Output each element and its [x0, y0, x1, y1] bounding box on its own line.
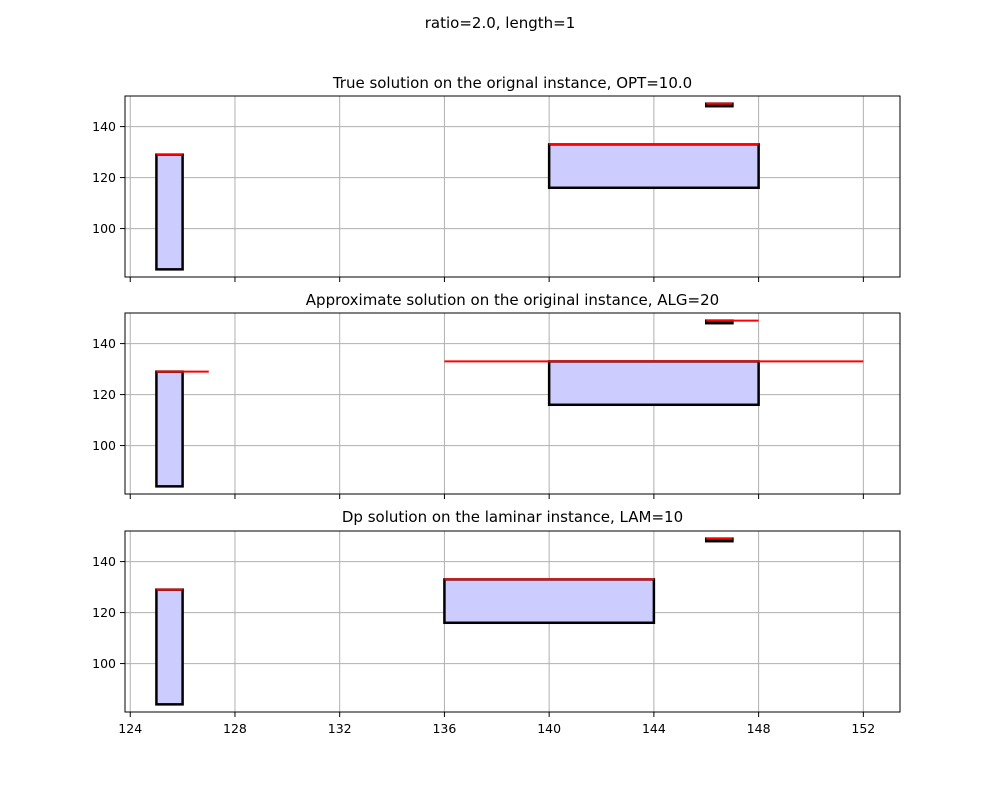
y-tick-label: 100 [92, 221, 116, 236]
panel-title: True solution on the orignal instance, O… [332, 74, 692, 92]
interval-box-0 [155, 153, 184, 271]
figure-title: ratio=2.0, length=1 [425, 14, 575, 32]
interval-box-1 [547, 143, 760, 190]
interval-box-0 [155, 588, 184, 706]
y-tick-label: 140 [92, 554, 116, 569]
x-tick-label: 140 [537, 721, 561, 736]
panel-approximate-solution: Approximate solution on the original ins… [92, 291, 901, 499]
x-tick-label: 144 [642, 721, 666, 736]
x-tick-label: 136 [432, 721, 456, 736]
y-tick-label: 140 [92, 336, 116, 351]
y-tick-label: 120 [92, 605, 116, 620]
axes-frame [124, 530, 901, 713]
y-tick-label: 100 [92, 438, 116, 453]
x-tick-label: 148 [747, 721, 771, 736]
interval-box-0 [155, 370, 184, 488]
y-tick-label: 120 [92, 170, 116, 185]
x-tick-label: 132 [328, 721, 352, 736]
interval-box-1 [547, 360, 760, 407]
axes-frame [124, 95, 901, 278]
x-tick-label: 124 [118, 721, 142, 736]
panel-true-solution: True solution on the orignal instance, O… [92, 74, 901, 282]
interval-box-1 [443, 578, 656, 625]
panel-title: Dp solution on the laminar instance, LAM… [342, 508, 683, 526]
panel-title: Approximate solution on the original ins… [306, 291, 719, 309]
panel-dp-solution: Dp solution on the laminar instance, LAM… [92, 508, 901, 736]
axes-frame [124, 312, 901, 495]
x-tick-label: 152 [851, 721, 875, 736]
y-tick-label: 140 [92, 119, 116, 134]
y-tick-label: 120 [92, 387, 116, 402]
x-tick-label: 128 [223, 721, 247, 736]
y-tick-label: 100 [92, 656, 116, 671]
